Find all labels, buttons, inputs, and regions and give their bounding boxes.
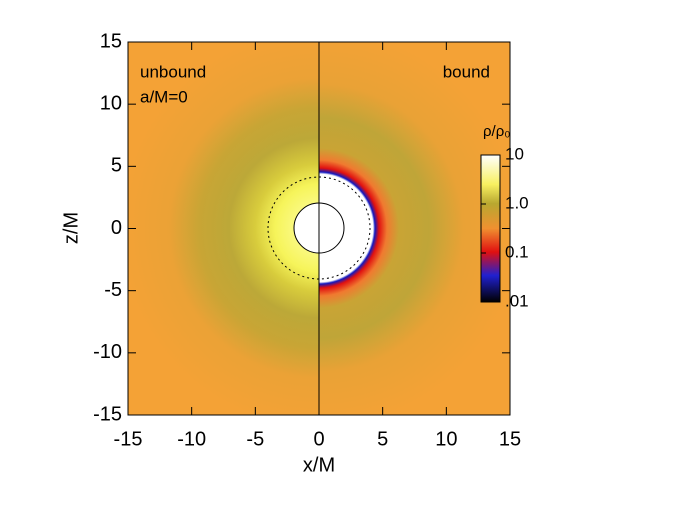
y-tick-label: -15 [93,403,122,425]
x-tick-label: 10 [435,428,457,450]
density-image [128,42,510,415]
x-tick-label: -15 [114,428,143,450]
y-tick-label: 15 [100,30,122,52]
x-axis-label: x/M [303,454,335,476]
x-tick-label: 15 [499,428,521,450]
colorbar-tick-label: 10 [505,144,524,163]
annotation: bound [443,62,490,81]
x-tick-label: -5 [246,428,264,450]
y-axis-label: z/M [60,212,82,244]
colorbar-tick-label: .01 [505,291,529,310]
colorbar-title: ρ/ρ₀ [483,123,510,140]
annotation: a/M=0 [140,87,188,106]
colorbar [480,154,501,303]
y-tick-label: 0 [111,217,122,239]
colorbar-tick-label: 0.1 [505,242,529,261]
x-tick-label: 5 [377,428,388,450]
y-tick-label: 10 [100,92,122,114]
colorbar-tick-label: 1.0 [505,193,529,212]
y-tick-label: 5 [111,155,122,177]
y-tick-label: -10 [93,341,122,363]
annotation: unbound [140,62,206,81]
y-tick-label: -5 [104,279,122,301]
x-tick-label: -10 [177,428,206,450]
x-tick-label: 0 [313,428,324,450]
